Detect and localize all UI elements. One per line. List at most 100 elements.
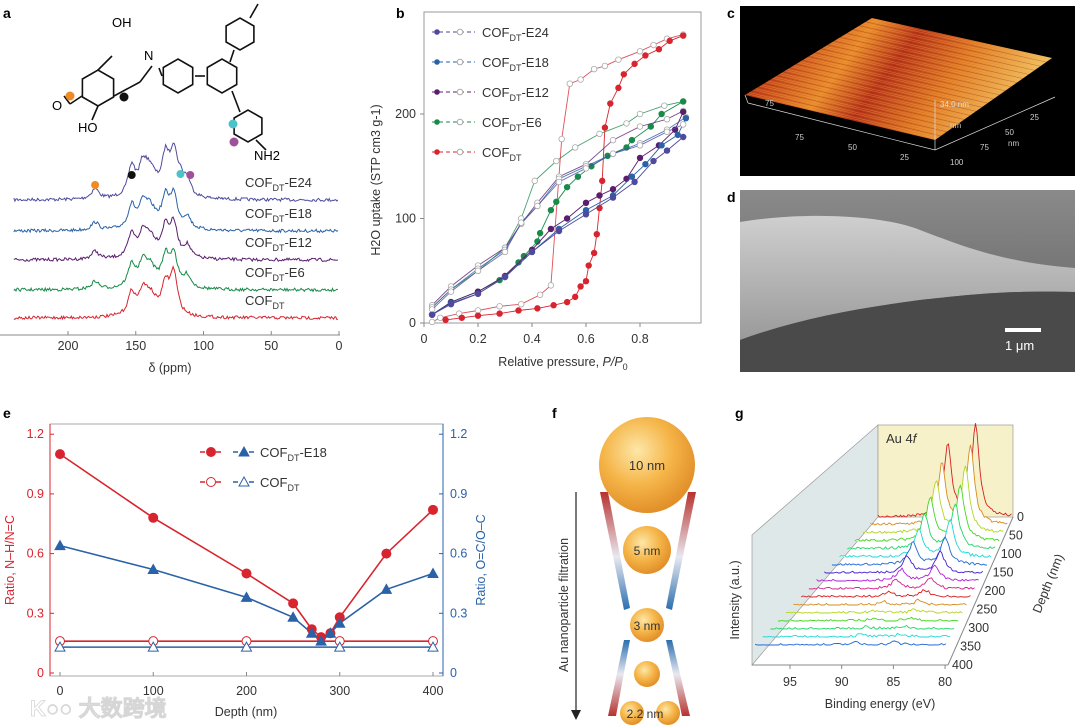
data-point-triangle [427,567,439,578]
afm-texture-line [848,31,1031,74]
afm-texture-line [768,80,957,126]
x-tick-label: 0 [336,339,343,353]
label-base: COF [260,475,288,490]
E24-adsorption-point [680,133,687,141]
nanoparticle-small [634,661,660,687]
afm-texture-line [840,37,1023,79]
afm-texture-line [833,40,1017,83]
right-y-tick-label: 0.3 [450,606,467,620]
sem-substrate [740,291,1075,372]
afm-texture-line [783,71,971,116]
particle-label: 10 nm [629,458,665,473]
y-tick-label: 100 [395,212,416,226]
DT-adsorption-point [534,305,541,312]
label-subscript: DT [272,301,284,311]
series-line [59,453,434,639]
afm-front-tick: 75 [795,133,804,142]
E12-desorption-point [636,123,644,130]
afm-texture-line [793,65,980,109]
x-tick-label: 0.2 [469,332,486,346]
E12-adsorption-point [547,225,555,233]
DT-adsorption-point [590,249,598,257]
label-base: COF [245,235,273,250]
afm-texture-line [850,30,1033,72]
afm-texture-line [859,25,1041,67]
afm-texture-line [797,62,984,107]
DT-adsorption-point [607,100,614,107]
DT-adsorption-point [593,230,600,238]
E24-desorption-point [582,165,590,172]
E6-desorption-point [553,157,560,165]
legend-label: COFDT-E18 [260,445,327,463]
depth-tick-label: 350 [960,640,981,654]
trace-mask [870,444,1009,525]
afm-texture-line [844,34,1027,77]
E24-adsorption-point [447,300,455,308]
afm-texture-line [761,84,951,130]
label-n: N [144,48,153,63]
afm-texture-line [763,83,953,128]
label-nh2: NH2 [254,148,280,163]
bond [69,95,83,105]
legend-marker-open [456,28,464,36]
data-point-triangle [54,641,66,652]
legend-marker-open [456,58,464,66]
label-base: COF [245,175,273,190]
left-y-tick-label: 0.9 [27,487,44,501]
data-point-triangle [238,445,250,457]
trace-mask [847,504,997,549]
DT-adsorption-point [631,60,638,68]
depth-trace [754,640,947,646]
afm-texture-line [799,61,986,105]
label-subscript: DT [509,153,521,163]
E6-adsorption-point [647,123,654,130]
E12-desorption-point [609,136,617,144]
depth-tick-label: 200 [985,584,1006,598]
E6-adsorption-line [431,101,684,315]
panel-label-a: a [3,5,11,21]
depth-trace [785,608,963,614]
afm-right-tick: 75 [980,143,989,152]
sem-membrane [740,215,1075,340]
E24-desorption-point [663,128,671,135]
scale-bar-label: 1 μm [1005,338,1034,353]
depth-tick-label: 300 [968,621,989,635]
DT-desorption-point [428,318,436,326]
data-point-triangle [287,611,299,622]
bond [139,65,153,83]
DT-adsorption-point [680,32,687,39]
legend-label: COFDT-E18 [482,55,549,73]
right-y-tick-label: 0 [450,666,457,680]
right-y-tick-label: 0.6 [450,547,467,561]
trace-mask [808,577,977,589]
peak-marker-black [127,171,136,179]
carbon-marker-cyan [228,119,238,129]
depth-trace [877,423,1012,518]
data-point-triangle [305,627,318,638]
depth-trace [839,518,992,558]
legend-label: COFDT [482,145,522,163]
data-point-circle [206,447,216,457]
DT-adsorption-point [550,302,557,309]
panel-label-b: b [396,5,405,21]
filtration-arrow-label: Au nanoparticle filtration [557,538,571,672]
afm-texture-line [835,39,1019,82]
E12-adsorption-point [596,192,603,199]
label-subscript: DT [287,483,299,493]
label-base: COF [482,85,510,100]
afm-texture-line [808,56,994,100]
E24-desorption-point [636,142,644,149]
E6-desorption-point [636,110,644,118]
plot-frame [423,11,702,324]
data-point-triangle [147,641,160,652]
E24-desorption-point [680,121,687,128]
x-tick-label: 90 [835,675,849,689]
depth-trace [800,588,971,598]
afm-axes [744,94,1056,151]
DT-adsorption-point [582,278,590,285]
DT-desorption-point [650,41,657,49]
x-axis-label: Relative pressure, P/P0 [498,355,627,372]
nanoparticle-2nm [656,701,680,725]
